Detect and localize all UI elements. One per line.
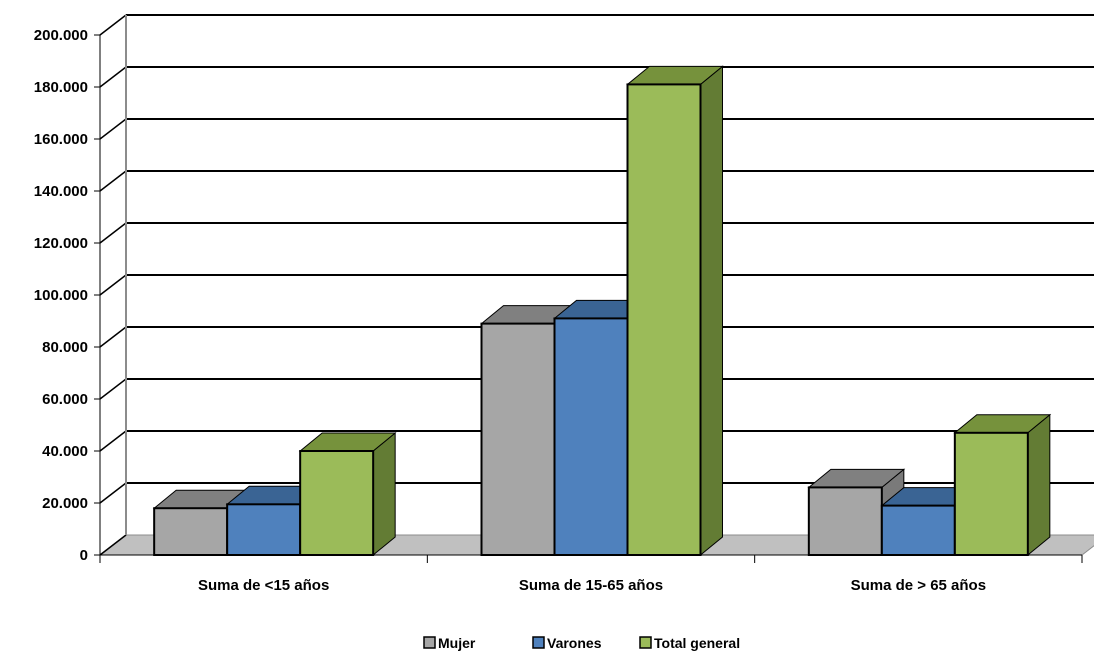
side-wall-line bbox=[99, 14, 127, 36]
legend-label: Mujer bbox=[438, 635, 476, 651]
y-tick-label: 180.000 bbox=[34, 79, 88, 96]
y-tick-label: 120.000 bbox=[34, 235, 88, 252]
bar-front bbox=[299, 450, 375, 556]
bar-front bbox=[553, 317, 629, 556]
bar bbox=[953, 413, 1052, 557]
bar-front bbox=[226, 503, 302, 556]
category-label: Suma de <15 años bbox=[198, 577, 329, 594]
side-wall-line bbox=[99, 118, 127, 140]
bar-front bbox=[880, 504, 956, 557]
side-wall-line bbox=[99, 170, 127, 192]
y-tick-label: 200.000 bbox=[34, 27, 88, 44]
legend-label: Varones bbox=[547, 635, 602, 651]
side-wall-line bbox=[99, 378, 127, 400]
y-tick-label: 80.000 bbox=[42, 339, 88, 356]
y-tick-label: 100.000 bbox=[34, 287, 88, 304]
y-tick-label: 140.000 bbox=[34, 183, 88, 200]
y-tick-label: 0 bbox=[80, 547, 88, 564]
bar-front bbox=[480, 322, 556, 556]
legend-label: Total general bbox=[654, 635, 740, 651]
bar-side bbox=[372, 431, 396, 557]
legend-swatch bbox=[423, 636, 436, 649]
bar-front bbox=[953, 431, 1029, 556]
side-wall-line bbox=[99, 274, 127, 296]
y-tick-label: 40.000 bbox=[42, 443, 88, 460]
bar-front bbox=[153, 507, 229, 557]
bar-front bbox=[626, 83, 702, 557]
bar bbox=[626, 65, 724, 557]
bar-side bbox=[1027, 413, 1051, 557]
side-wall-line bbox=[99, 66, 127, 88]
side-wall-line bbox=[99, 482, 127, 504]
bar-side bbox=[700, 65, 723, 557]
y-tick-label: 160.000 bbox=[34, 131, 88, 148]
side-wall-line bbox=[99, 430, 127, 452]
bar bbox=[298, 431, 397, 557]
y-tick-label: 60.000 bbox=[42, 391, 88, 408]
side-wall-line bbox=[99, 326, 127, 348]
side-wall-line bbox=[99, 222, 127, 244]
bar-front bbox=[807, 486, 883, 556]
category-label: Suma de > 65 años bbox=[851, 577, 986, 594]
y-tick-label: 20.000 bbox=[42, 495, 88, 512]
legend-swatch bbox=[639, 636, 652, 649]
category-label: Suma de 15-65 años bbox=[519, 577, 663, 594]
legend-swatch bbox=[532, 636, 545, 649]
side-wall-line bbox=[99, 534, 127, 556]
